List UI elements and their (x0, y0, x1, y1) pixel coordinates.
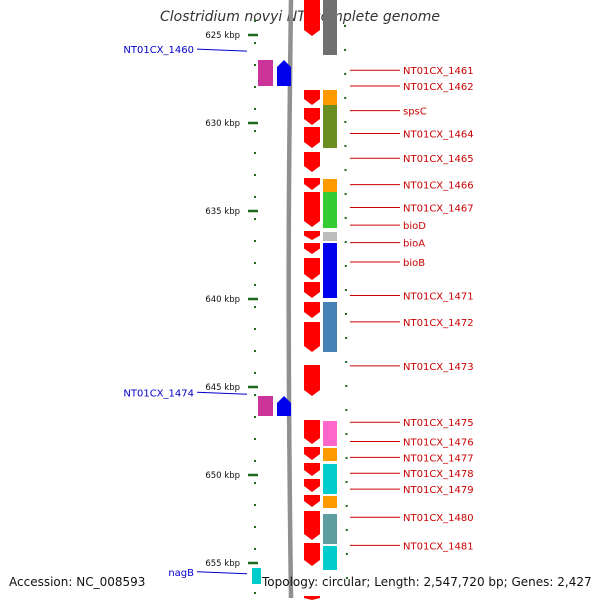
gene-arrow-reverse[interactable] (277, 396, 291, 416)
gene-arrow-forward[interactable] (304, 192, 320, 227)
gene-label[interactable]: NT01CX_1473 (403, 362, 474, 373)
gene-label[interactable]: NT01CX_1481 (403, 541, 474, 552)
gene-arrow-forward[interactable] (304, 365, 320, 396)
gene-block-left[interactable] (258, 60, 273, 86)
gene-arrow-forward[interactable] (304, 420, 320, 444)
gene-arrow-forward[interactable] (304, 543, 320, 566)
gene-cog-block[interactable] (323, 322, 337, 352)
gene-arrow-forward[interactable] (304, 322, 320, 352)
scale-label: 640 kbp (205, 295, 240, 305)
gene-layer (252, 0, 337, 600)
gene-cog-block[interactable] (323, 496, 337, 508)
gene-arrow-forward[interactable] (304, 108, 320, 125)
gene-label[interactable]: NT01CX_1466 (403, 181, 474, 192)
gene-label[interactable]: NT01CX_1462 (403, 82, 474, 93)
gene-arrow-forward[interactable] (304, 152, 320, 172)
gene-cog-block[interactable] (323, 192, 337, 228)
gene-cog-block[interactable] (323, 282, 337, 298)
gene-arrow-forward[interactable] (304, 90, 320, 105)
gene-cog-block[interactable] (323, 421, 337, 446)
gene-label[interactable]: spsC (403, 107, 427, 118)
gene-label[interactable]: NT01CX_1477 (403, 453, 474, 464)
gene-cog-block[interactable] (323, 302, 337, 322)
scale-label: 635 kbp (205, 207, 240, 217)
gene-cog-block[interactable] (323, 546, 337, 570)
right-dotted-track (344, 24, 348, 600)
gene-label[interactable]: NT01CX_1479 (403, 485, 474, 496)
gene-cog-block[interactable] (323, 90, 337, 105)
gene-label[interactable]: NT01CX_1465 (403, 154, 474, 165)
gene-arrow-forward[interactable] (304, 511, 320, 540)
scale-label: 650 kbp (205, 471, 240, 481)
gene-cog-block[interactable] (323, 258, 337, 282)
gene-arrow-forward[interactable] (304, 127, 320, 148)
gene-label[interactable]: NT01CX_1478 (403, 469, 474, 480)
gene-arrow-forward[interactable] (304, 463, 320, 476)
gene-cog-block[interactable] (323, 179, 337, 192)
gene-label[interactable]: NT01CX_1475 (403, 418, 474, 429)
gene-label[interactable]: NT01CX_1474 (123, 388, 194, 399)
genome-summary-text: Topology: circular; Length: 2,547,720 bp… (262, 575, 592, 589)
gene-label[interactable]: NT01CX_1461 (403, 66, 474, 77)
scale-label: 645 kbp (205, 383, 240, 393)
gene-arrow-reverse[interactable] (277, 60, 291, 86)
gene-label[interactable]: bioD (403, 221, 426, 232)
gene-cog-block[interactable] (323, 464, 337, 478)
gene-block-left[interactable] (258, 396, 273, 416)
gene-label[interactable]: bioB (403, 258, 425, 269)
gene-cog-block[interactable] (323, 478, 337, 494)
gene-arrow-forward[interactable] (304, 302, 320, 318)
gene-label[interactable]: NT01CX_1480 (403, 513, 474, 524)
gene-cog-block[interactable] (323, 105, 337, 128)
gene-label[interactable]: NT01CX_1471 (403, 291, 474, 302)
label-layer: NT01CX_1461 NT01CX_1462 spsC NT01CX_1464 NT0… (123, 45, 473, 579)
scale-layer: 625 kbp 630 kbp 635 kbp 640 kbp 645 kbp 650 k… (205, 31, 258, 569)
gene-arrow-forward[interactable] (304, 178, 320, 190)
gene-leader-line (196, 571, 248, 575)
gene-arrow-forward[interactable] (304, 231, 320, 240)
gene-arrow-forward[interactable] (304, 479, 320, 492)
gene-label[interactable]: bioA (403, 239, 425, 250)
genome-backbone (286, 0, 294, 599)
scale-label: 655 kbp (205, 559, 240, 569)
scale-label: 625 kbp (205, 31, 240, 41)
gene-arrow-forward[interactable] (304, 495, 320, 507)
gene-label[interactable]: nagB (168, 568, 194, 579)
gene-cog-block[interactable] (323, 243, 337, 258)
gene-leader-line (196, 48, 248, 52)
gene-block-left[interactable] (252, 568, 261, 584)
gene-arrow-forward[interactable] (304, 282, 320, 298)
gene-arrow-forward[interactable] (304, 0, 320, 36)
gene-cog-block[interactable] (323, 232, 337, 241)
gene-cog-block[interactable] (323, 448, 337, 461)
scale-label: 630 kbp (205, 119, 240, 129)
genome-title: Clostridium novyi NT, complete genome (159, 9, 441, 25)
gene-arrow-forward[interactable] (304, 258, 320, 280)
gene-leader-line (196, 391, 248, 395)
gene-label[interactable]: NT01CX_1467 (403, 203, 474, 214)
gene-label[interactable]: NT01CX_1472 (403, 318, 474, 329)
gene-arrow-forward[interactable] (304, 243, 320, 254)
accession-text: Accession: NC_008593 (9, 575, 146, 589)
gene-label[interactable]: NT01CX_1460 (123, 45, 194, 56)
gene-arrow-forward[interactable] (304, 596, 320, 600)
gene-arrow-forward[interactable] (304, 447, 320, 460)
gene-cog-block[interactable] (323, 514, 337, 544)
gene-label[interactable]: NT01CX_1476 (403, 438, 474, 449)
gene-label[interactable]: NT01CX_1464 (403, 130, 474, 141)
gene-cog-block[interactable] (323, 0, 337, 55)
gene-cog-block[interactable] (323, 128, 337, 148)
